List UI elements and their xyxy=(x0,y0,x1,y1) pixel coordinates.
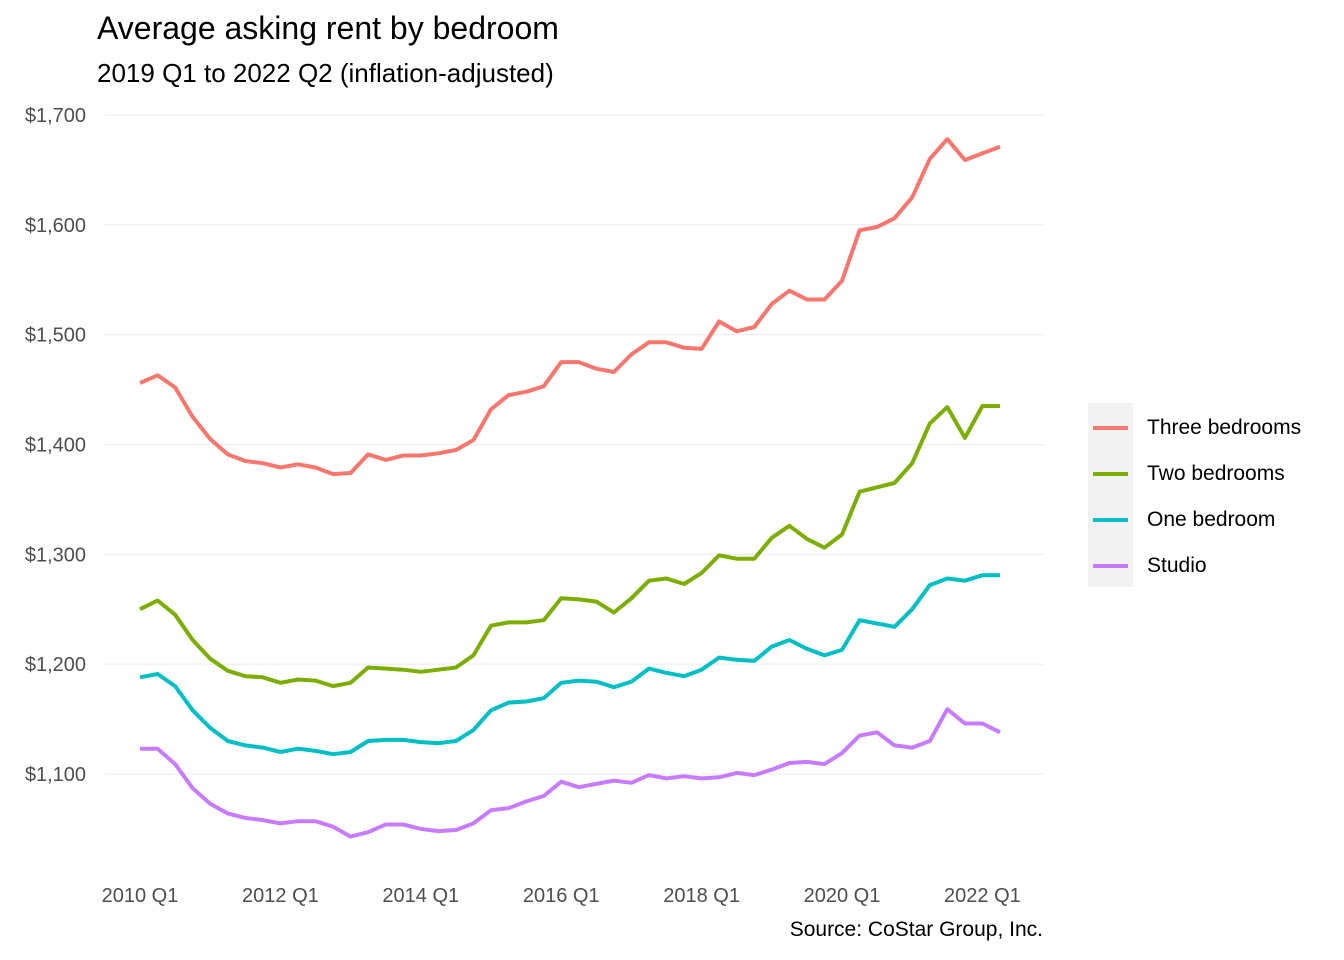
legend-item-one-bedroom: One bedroom xyxy=(1088,497,1275,543)
legend-label: One bedroom xyxy=(1147,508,1276,531)
x-tick-label: 2022 Q1 xyxy=(944,885,1021,907)
series-line-two-bedrooms xyxy=(139,404,1000,689)
legend-swatch xyxy=(1088,543,1133,589)
y-tick-label: $1,700 xyxy=(25,105,86,127)
y-tick-label: $1,400 xyxy=(25,434,86,456)
y-tick-label: $1,300 xyxy=(25,544,86,566)
chart-subtitle: 2019 Q1 to 2022 Q2 (inflation-adjusted) xyxy=(97,58,554,88)
legend-key-background xyxy=(1088,403,1133,587)
x-tick-label: 2014 Q1 xyxy=(382,885,459,907)
legend-swatch-line xyxy=(1093,518,1128,522)
legend-swatch-line xyxy=(1093,564,1128,568)
legend-item-two-bedrooms: Two bedrooms xyxy=(1088,451,1285,497)
series-line-one-bedroom xyxy=(139,573,1000,757)
legend-swatch xyxy=(1088,451,1133,497)
y-tick-label: $1,500 xyxy=(25,325,86,347)
legend-swatch xyxy=(1088,405,1133,451)
legend-label: Two bedrooms xyxy=(1147,462,1285,485)
series-line-three-bedrooms xyxy=(139,137,1001,477)
x-tick-label: 2010 Q1 xyxy=(102,885,179,907)
legend-swatch-line xyxy=(1093,472,1128,476)
series-lines xyxy=(139,137,1001,839)
legend-label: Three bedrooms xyxy=(1147,416,1302,439)
y-tick-label: $1,600 xyxy=(25,215,86,237)
x-tick-label: 2018 Q1 xyxy=(663,885,740,907)
legend-swatch-line xyxy=(1093,426,1128,430)
series-line-studio xyxy=(140,707,1001,839)
legend-swatch xyxy=(1088,497,1133,543)
x-axis-ticks: 2010 Q1 2012 Q1 2014 Q1 2016 Q1 2018 Q1 2020 … xyxy=(102,885,1021,907)
x-tick-label: 2020 Q1 xyxy=(804,885,881,907)
source-caption: Source: CoStar Group, Inc. xyxy=(789,918,1043,941)
legend-label: Studio xyxy=(1147,554,1207,577)
y-tick-label: $1,100 xyxy=(25,764,86,786)
x-tick-label: 2016 Q1 xyxy=(523,885,600,907)
x-tick-label: 2012 Q1 xyxy=(242,885,319,907)
legend-item-studio: Studio xyxy=(1088,543,1207,589)
gridlines xyxy=(105,114,1044,775)
legend-item-three-bedrooms: Three bedrooms xyxy=(1088,405,1301,451)
chart-title: Average asking rent by bedroom xyxy=(97,10,559,46)
y-tick-label: $1,200 xyxy=(25,654,86,676)
y-axis-ticks: $1,100 $1,200 $1,300 $1,400 $1,500 $1,600 $1,7… xyxy=(25,105,86,786)
